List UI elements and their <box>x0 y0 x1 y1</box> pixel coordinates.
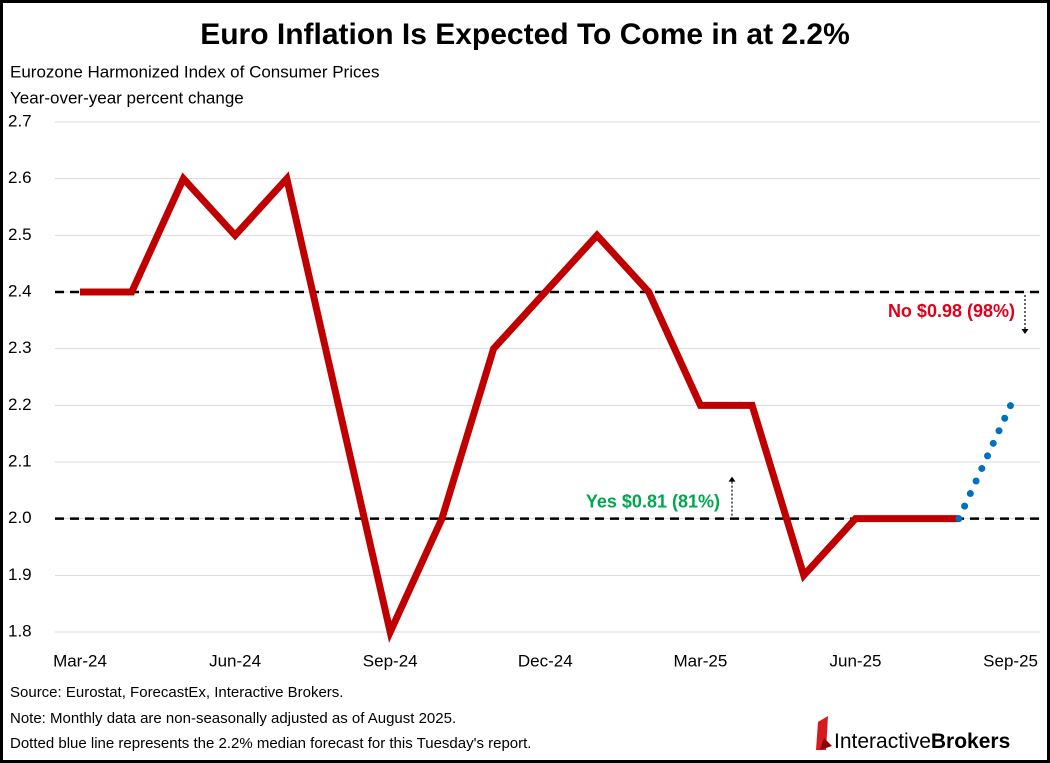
chart-title: Euro Inflation Is Expected To Come in at… <box>200 18 850 51</box>
y-tick-label: 1.9 <box>8 565 32 584</box>
x-tick-label: Sep-25 <box>983 651 1038 670</box>
y-tick-label: 2.1 <box>8 451 32 470</box>
logo-text: Brokers <box>931 730 1010 753</box>
x-tick-label: Mar-24 <box>53 651 107 670</box>
annotation: Yes $0.81 (81%) <box>586 491 720 511</box>
y-tick-label: 1.8 <box>8 621 32 640</box>
logo: InteractiveBrokers <box>816 716 1010 753</box>
note: Note: Monthly data are non-seasonally ad… <box>10 710 456 727</box>
y-tick-label: 2.2 <box>8 395 32 414</box>
subtitle: Eurozone Harmonized Index of Consumer Pr… <box>10 62 379 81</box>
annotation-arrowhead <box>728 476 736 482</box>
x-tick-label: Mar-25 <box>673 651 727 670</box>
y-tick-label: 2.6 <box>8 168 32 187</box>
note: Dotted blue line represents the 2.2% med… <box>10 735 531 752</box>
y-tick-label: 2.0 <box>8 508 32 527</box>
logo-text: InteractiveBrokers <box>834 730 1010 753</box>
annotation: No $0.98 (98%) <box>888 301 1015 321</box>
subtitle: Year-over-year percent change <box>10 88 244 107</box>
series-line <box>80 171 959 643</box>
x-tick-label: Jun-24 <box>209 651 261 670</box>
logo-text: Interactive <box>834 730 931 753</box>
logo-icon <box>820 738 832 750</box>
note: Source: Eurostat, ForecastEx, Interactiv… <box>10 684 343 701</box>
y-tick-label: 2.3 <box>8 338 32 357</box>
x-tick-label: Sep-24 <box>363 651 418 670</box>
annotation-arrowhead <box>1021 329 1029 334</box>
y-tick-label: 2.5 <box>8 225 32 244</box>
y-tick-label: 2.4 <box>8 281 32 300</box>
x-tick-label: Jun-25 <box>830 651 882 670</box>
x-tick-label: Dec-24 <box>518 651 573 670</box>
y-tick-label: 2.7 <box>8 111 32 130</box>
